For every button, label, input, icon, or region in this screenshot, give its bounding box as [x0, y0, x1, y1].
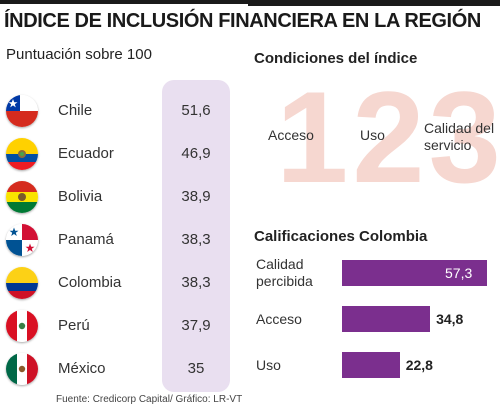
bar-value-label: 57,3 [445, 265, 473, 281]
condition-3: Calidad del servicio [424, 120, 495, 153]
chart-title: ÍNDICE DE INCLUSIÓN FINANCIERA EN LA REG… [4, 10, 481, 32]
score-column-background [162, 80, 230, 392]
country-row: Colombia 38,3 [0, 265, 240, 301]
big-number: 123 [276, 64, 500, 210]
condition-2: Uso [360, 127, 385, 143]
top-rule [0, 0, 500, 4]
country-row: México 35 [0, 351, 240, 387]
score-value: 38,3 [181, 231, 211, 248]
country-row: Bolivia 38,9 [0, 179, 240, 215]
bar [342, 306, 431, 332]
bar-category-label: Calidad percibida [256, 256, 313, 289]
bar [342, 260, 487, 286]
score-value: 46,9 [181, 145, 211, 162]
score-value: 51,6 [181, 102, 211, 119]
country-name: Panamá [58, 231, 114, 248]
country-row: Perú 37,9 [0, 308, 240, 344]
country-name: Bolivia [58, 188, 103, 205]
ecuador-flag-icon [6, 138, 38, 170]
bar-value-label: 22,8 [405, 357, 433, 373]
bar-category-label: Acceso [256, 310, 302, 327]
mexico-flag-icon [6, 353, 38, 385]
score-value: 37,9 [181, 317, 211, 334]
country-name: Colombia [58, 274, 122, 291]
country-name: Ecuador [58, 145, 114, 162]
panama-flag-icon [6, 224, 38, 256]
bolivia-flag-icon [6, 181, 38, 213]
country-row: Panamá 38,3 [0, 222, 240, 258]
country-name: México [58, 360, 106, 377]
score-value: 38,9 [181, 188, 211, 205]
score-value: 38,3 [181, 274, 211, 291]
right-rule [248, 3, 500, 6]
score-value: 35 [187, 360, 205, 377]
country-name: Chile [58, 102, 93, 119]
colombia-title: Calificaciones Colombia [254, 228, 428, 245]
country-row: Chile 51,6 [0, 93, 240, 129]
left-subtitle: Puntuación sobre 100 [6, 46, 152, 63]
conditions-title: Condiciones del índice [254, 50, 418, 67]
bar-category-label: Uso [256, 356, 281, 373]
source-note: Fuente: Credicorp Capital/ Gráfico: LR-V… [56, 394, 243, 405]
country-name: Perú [58, 317, 90, 334]
colombia-flag-icon [6, 267, 38, 299]
bar-value-label: 34,8 [436, 311, 464, 327]
country-row: Ecuador 46,9 [0, 136, 240, 172]
condition-1: Acceso [268, 127, 314, 143]
peru-flag-icon [6, 310, 38, 342]
bar [342, 352, 400, 378]
chile-flag-icon [6, 95, 38, 127]
